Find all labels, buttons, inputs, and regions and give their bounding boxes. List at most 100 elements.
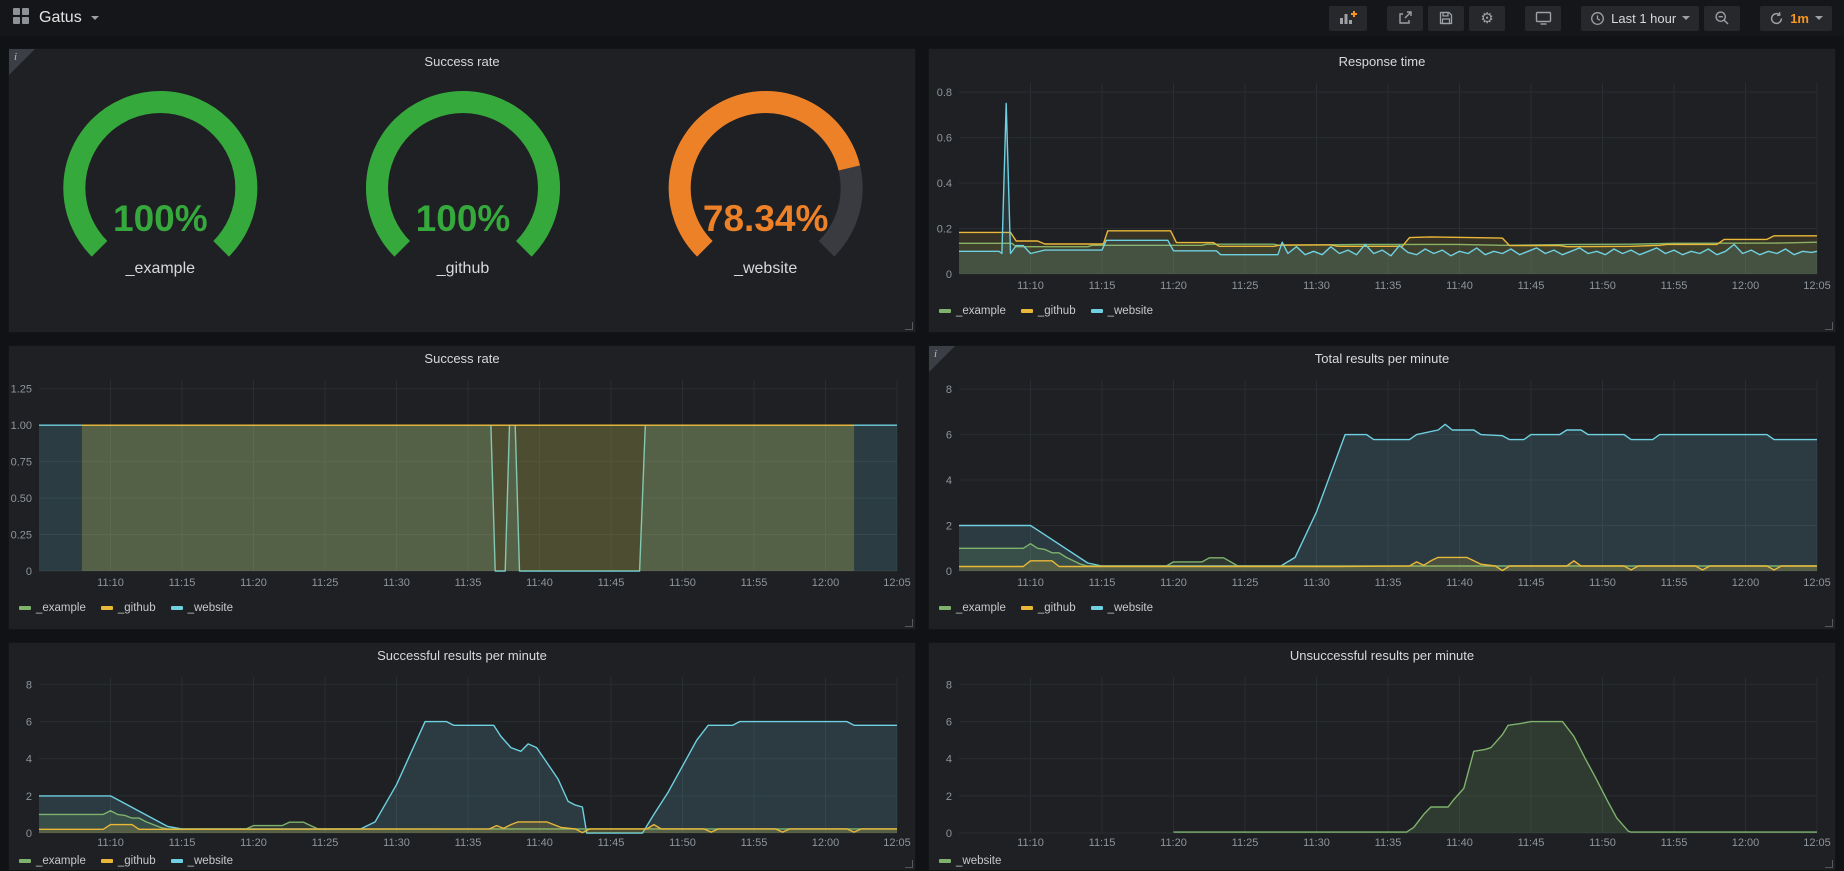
legend-item[interactable]: _example (19, 602, 86, 614)
svg-text:11:20: 11:20 (240, 577, 267, 589)
svg-text:12:05: 12:05 (1803, 837, 1831, 849)
panel-info-corner[interactable] (929, 346, 955, 372)
svg-text:11:40: 11:40 (1446, 837, 1473, 849)
svg-text:6: 6 (946, 717, 952, 729)
panel-title[interactable]: Success rate (9, 351, 915, 366)
panel-title[interactable]: Successful results per minute (9, 648, 915, 663)
legend: _example _github _website (939, 602, 1153, 614)
legend-item[interactable]: _website (1091, 305, 1153, 317)
chevron-down-icon[interactable] (91, 16, 99, 20)
legend-swatch (1091, 309, 1103, 313)
svg-text:11:40: 11:40 (1446, 280, 1473, 292)
svg-text:2: 2 (26, 791, 32, 803)
svg-text:11:35: 11:35 (1375, 280, 1402, 292)
legend-item[interactable]: _github (1021, 305, 1076, 317)
legend-item[interactable]: _github (101, 855, 156, 867)
chevron-down-icon (1682, 16, 1690, 20)
successful-results-chart[interactable]: 11:1011:1511:2011:2511:3011:3511:4011:45… (9, 643, 915, 870)
legend-item[interactable]: _github (1021, 602, 1076, 614)
legend-item[interactable]: _example (939, 602, 1006, 614)
time-range-picker[interactable]: Last 1 hour (1581, 6, 1699, 31)
svg-text:11:55: 11:55 (1661, 577, 1688, 589)
panel-resize-handle[interactable] (1825, 322, 1833, 330)
info-icon: i (14, 51, 17, 63)
legend-item[interactable]: _website (171, 602, 233, 614)
legend: _example _github _website (19, 855, 233, 867)
panel-title[interactable]: Success rate (9, 54, 915, 69)
save-button[interactable] (1428, 6, 1464, 31)
legend-swatch (171, 859, 183, 863)
legend-label: _example (36, 602, 86, 614)
success-rate-chart[interactable]: 11:1011:1511:2011:2511:3011:3511:4011:45… (9, 346, 915, 629)
svg-text:11:20: 11:20 (1160, 577, 1187, 589)
dashboard-title[interactable]: Gatus (39, 9, 82, 27)
panel-resize-handle[interactable] (1825, 860, 1833, 868)
svg-text:0: 0 (946, 566, 952, 578)
panel-info-corner[interactable] (9, 49, 35, 75)
legend: _example _github _website (939, 305, 1153, 317)
legend-swatch (1021, 309, 1033, 313)
legend-swatch (19, 859, 31, 863)
panel-title[interactable]: Total results per minute (929, 351, 1835, 366)
svg-text:0.8: 0.8 (937, 87, 952, 99)
legend-item[interactable]: _github (101, 602, 156, 614)
svg-text:11:20: 11:20 (1160, 280, 1187, 292)
svg-text:0: 0 (26, 828, 32, 840)
svg-text:11:45: 11:45 (1518, 837, 1545, 849)
legend-item[interactable]: _website (171, 855, 233, 867)
panel-resize-handle[interactable] (905, 322, 913, 330)
gauge-value: 100% (113, 198, 208, 239)
navbar: Gatus (0, 0, 1844, 36)
legend-label: _example (36, 855, 86, 867)
zoom-out-button[interactable] (1704, 6, 1740, 31)
svg-text:11:45: 11:45 (1518, 577, 1545, 589)
total-results-chart[interactable]: 11:1011:1511:2011:2511:3011:3511:4011:45… (929, 346, 1835, 629)
legend-label: _website (956, 855, 1001, 867)
grafana-dashboard: Gatus (0, 0, 1844, 871)
add-panel-button[interactable] (1329, 6, 1367, 31)
svg-text:11:55: 11:55 (1661, 280, 1688, 292)
legend-item[interactable]: _website (939, 855, 1001, 867)
legend-item[interactable]: _website (1091, 602, 1153, 614)
svg-text:8: 8 (946, 679, 952, 691)
tv-mode-button[interactable] (1525, 6, 1561, 31)
legend-label: _website (188, 855, 233, 867)
svg-text:12:05: 12:05 (1803, 280, 1831, 292)
legend-label: _github (118, 602, 156, 614)
time-range-label: Last 1 hour (1611, 11, 1676, 26)
svg-text:0.25: 0.25 (11, 530, 32, 542)
legend-item[interactable]: _example (939, 305, 1006, 317)
panel-title[interactable]: Response time (929, 54, 1835, 69)
panel-resize-handle[interactable] (1825, 619, 1833, 627)
panel-resize-handle[interactable] (905, 860, 913, 868)
legend-swatch (939, 606, 951, 610)
legend-item[interactable]: _example (19, 855, 86, 867)
apps-grid-icon[interactable] (12, 7, 30, 30)
success-rate-gauges-chart[interactable]: 100%_example100%_github78.34%_website (9, 49, 915, 332)
panel-resize-handle[interactable] (905, 619, 913, 627)
svg-text:11:15: 11:15 (1089, 577, 1116, 589)
gauge-label: _example (125, 260, 195, 277)
gear-icon: ⚙ (1480, 11, 1493, 26)
svg-text:0.75: 0.75 (11, 457, 32, 469)
refresh-interval-label: 1m (1790, 11, 1809, 26)
share-button[interactable] (1387, 6, 1423, 31)
refresh-button[interactable]: 1m (1760, 6, 1832, 31)
svg-text:11:35: 11:35 (1375, 837, 1402, 849)
legend: _example _github _website (19, 602, 233, 614)
response-time-chart[interactable]: 11:1011:1511:2011:2511:3011:3511:4011:45… (929, 49, 1835, 332)
legend-swatch (939, 859, 951, 863)
legend-swatch (101, 606, 113, 610)
svg-text:11:55: 11:55 (1661, 837, 1688, 849)
svg-text:11:40: 11:40 (526, 577, 553, 589)
svg-text:11:15: 11:15 (169, 577, 196, 589)
svg-text:0: 0 (946, 828, 952, 840)
svg-text:11:50: 11:50 (1589, 577, 1616, 589)
settings-gear-button[interactable]: ⚙ (1469, 6, 1505, 31)
legend-label: _website (1108, 305, 1153, 317)
legend-swatch (101, 859, 113, 863)
unsuccessful-results-chart[interactable]: 11:1011:1511:2011:2511:3011:3511:4011:45… (929, 643, 1835, 870)
panel-title[interactable]: Unsuccessful results per minute (929, 648, 1835, 663)
svg-text:12:00: 12:00 (1732, 280, 1760, 292)
chevron-down-icon (1815, 16, 1823, 20)
